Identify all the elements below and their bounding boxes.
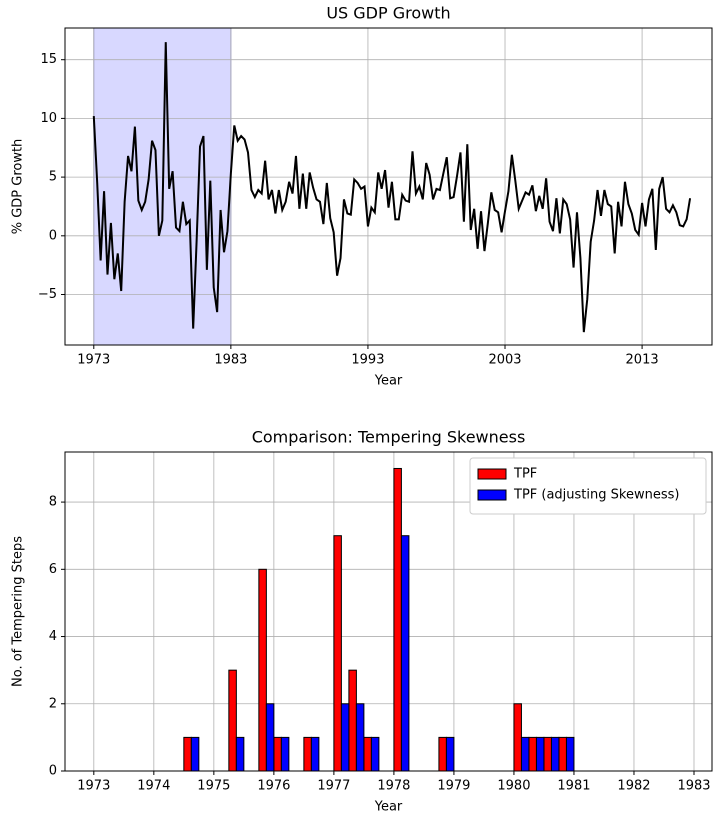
bar [310,736,320,772]
bar [333,535,342,772]
bar [445,736,455,772]
bar [348,669,357,772]
legend-label: TPF [513,467,537,482]
x-tick-label: 2013 [626,353,659,368]
bar [363,736,372,772]
chart-title: US GDP Growth [326,4,450,23]
x-tick-label: 1973 [77,353,110,368]
y-axis-label: No. of Tempering Steps [11,536,26,687]
legend: TPF TPF (adjusting Skewness) [469,457,707,515]
bar [340,703,350,772]
legend-swatch [477,468,507,480]
x-tick-label: 1976 [257,779,290,794]
line [92,42,692,333]
bar [438,736,447,772]
plot-frame [64,27,713,346]
y-tick-label: 4 [49,629,57,644]
x-axis-label: Year [374,800,403,815]
y-tick-label: 0 [49,228,57,243]
bar [520,736,530,772]
x-axis-label: Year [374,374,403,389]
y-tick-label: −5 [38,287,57,302]
x-tick-label: 1973 [77,779,110,794]
y-tick-label: 15 [40,52,57,67]
x-tick-label: 1981 [557,779,590,794]
bar [543,736,552,772]
bar [228,669,237,772]
x-tick-label: 1993 [351,353,384,368]
x-tick-label: 1983 [677,779,710,794]
x-tick-label: 1977 [317,779,350,794]
y-axis-label: % GDP Growth [11,139,26,235]
bar [265,703,275,772]
x-tick-label: 1980 [497,779,530,794]
bar [355,703,365,772]
bar [280,736,290,772]
legend-box [469,457,707,515]
bar [513,703,522,772]
legend-label: TPF (adjusting Skewness) [513,488,679,503]
legend-swatch [477,489,507,501]
bar [535,736,545,772]
plot-frame [64,451,713,772]
y-tick-label: 8 [49,495,57,510]
x-tick-label: 1978 [377,779,410,794]
x-tick-label: 1983 [214,353,247,368]
y-tick-label: 5 [49,170,57,185]
bar [400,535,410,772]
x-tick-label: 1979 [437,779,470,794]
bar [393,467,402,772]
x-tick-label: 2003 [488,353,521,368]
bar [273,736,282,772]
bar [183,736,192,772]
bar [370,736,380,772]
y-tick-label: 6 [49,562,57,577]
bar [303,736,312,772]
x-tick-label: 1975 [197,779,230,794]
y-tick-label: 0 [49,764,57,779]
chart-title: Comparison: Tempering Skewness [252,428,526,447]
x-tick-label: 1974 [137,779,170,794]
bar [190,736,200,772]
x-tick-label: 1982 [617,779,650,794]
bar [528,736,537,772]
bar [235,736,245,772]
y-tick-label: 2 [49,696,57,711]
bar [258,568,267,772]
bar [550,736,560,772]
y-tick-label: 10 [40,111,57,126]
bar [558,736,567,772]
bar [565,736,575,772]
